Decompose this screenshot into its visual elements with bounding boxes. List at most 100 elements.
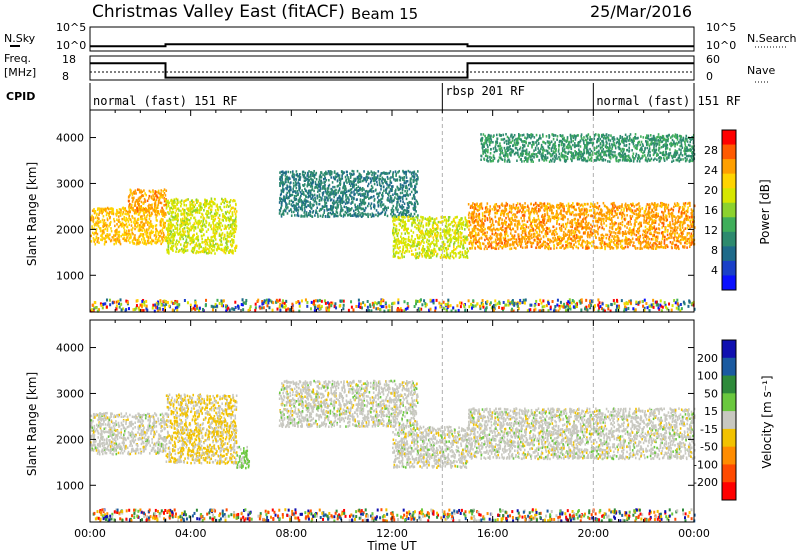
- echo-pixel: [372, 178, 375, 181]
- echo-pixel: [163, 309, 166, 313]
- echo-pixel: [167, 236, 170, 239]
- echo-pixel: [150, 195, 153, 198]
- echo-pixel: [651, 305, 654, 309]
- echo-pixel: [417, 170, 419, 173]
- echo-pixel: [502, 306, 505, 310]
- echo-pixel: [309, 191, 312, 195]
- echo-pixel: [351, 201, 354, 204]
- echo-pixel: [319, 189, 321, 193]
- echo-pixel: [284, 198, 286, 201]
- echo-pixel: [159, 223, 162, 227]
- echo-pixel: [203, 240, 206, 244]
- echo-pixel: [457, 234, 460, 237]
- echo-pixel: [165, 213, 167, 216]
- echo-pixel: [324, 189, 327, 193]
- echo-pixel: [186, 220, 188, 223]
- echo-pixel: [96, 212, 98, 216]
- echo-pixel: [303, 215, 306, 218]
- echo-pixel: [120, 308, 123, 312]
- echo-pixel: [411, 175, 414, 178]
- echo-pixel: [502, 300, 505, 304]
- echo-pixel: [675, 306, 678, 310]
- echo-pixel: [226, 304, 229, 308]
- echo-pixel: [233, 227, 235, 231]
- echo-pixel: [307, 194, 310, 198]
- echo-pixel: [310, 177, 312, 181]
- echo-pixel: [492, 308, 495, 312]
- echo-pixel: [285, 201, 287, 205]
- echo-pixel: [327, 187, 330, 190]
- echo-pixel: [105, 298, 108, 302]
- echo-pixel: [403, 251, 406, 255]
- echo-pixel: [486, 202, 489, 205]
- echo-pixel: [320, 176, 322, 179]
- echo-pixel: [401, 254, 403, 257]
- echo-pixel: [327, 197, 329, 200]
- echo-pixel: [157, 199, 160, 203]
- echo-pixel: [433, 248, 435, 251]
- echo-pixel: [308, 182, 310, 186]
- echo-pixel: [98, 227, 101, 230]
- echo-pixel: [293, 173, 295, 176]
- echo-pixel: [217, 216, 220, 220]
- echo-pixel: [292, 172, 294, 176]
- echo-pixel: [529, 241, 532, 245]
- echo-pixel: [295, 209, 298, 212]
- echo-pixel: [137, 229, 140, 232]
- echo-pixel: [230, 218, 232, 221]
- echo-pixel: [202, 218, 205, 221]
- echo-pixel: [341, 197, 344, 200]
- echo-pixel: [565, 304, 568, 308]
- echo-pixel: [298, 183, 301, 186]
- echo-pixel: [204, 238, 207, 242]
- echo-pixel: [228, 308, 231, 312]
- echo-pixel: [156, 306, 159, 310]
- echo-pixel: [341, 190, 343, 194]
- echo-pixel: [486, 299, 489, 303]
- cpid-segment-label-1: rbsp 201 RF: [445, 84, 524, 98]
- echo-pixel: [620, 299, 623, 303]
- echo-pixel: [411, 234, 413, 238]
- echo-pixel: [399, 246, 401, 249]
- echo-pixel: [343, 184, 345, 188]
- echo-pixel: [313, 176, 316, 179]
- echo-pixel: [176, 231, 178, 234]
- echo-pixel: [212, 214, 214, 218]
- echo-pixel: [170, 206, 173, 210]
- echo-pixel: [312, 179, 314, 182]
- echo-pixel: [120, 210, 122, 213]
- echo-pixel: [115, 304, 118, 308]
- echo-pixel: [337, 214, 339, 218]
- echo-pixel: [117, 220, 120, 223]
- echo-pixel: [445, 222, 448, 225]
- echo-pixel: [429, 298, 432, 302]
- echo-pixel: [146, 234, 149, 237]
- echo-pixel: [363, 200, 365, 203]
- echo-pixel: [134, 189, 137, 192]
- echo-pixel: [283, 199, 286, 203]
- echo-pixel: [295, 178, 297, 181]
- echo-pixel: [345, 200, 348, 204]
- echo-pixel: [141, 234, 144, 238]
- echo-pixel: [210, 236, 213, 239]
- echo-pixel: [410, 190, 413, 194]
- echo-pixel: [176, 216, 178, 220]
- echo-pixel: [189, 203, 192, 207]
- echo-pixel: [446, 226, 448, 229]
- echo-pixel: [342, 208, 344, 212]
- echo-pixel: [169, 218, 172, 222]
- echo-pixel: [637, 301, 640, 305]
- echo-pixel: [299, 185, 301, 189]
- echo-pixel: [329, 191, 332, 194]
- echo-pixel: [266, 304, 269, 308]
- echo-pixel: [318, 304, 321, 308]
- echo-pixel: [347, 210, 349, 213]
- echo-pixel: [341, 299, 344, 303]
- echo-pixel: [227, 205, 230, 208]
- echo-pixel: [240, 303, 243, 307]
- echo-pixel: [570, 301, 573, 305]
- echo-pixel: [147, 236, 149, 239]
- echo-pixel: [392, 175, 394, 179]
- echo-pixel: [284, 196, 286, 199]
- echo-pixel: [298, 205, 300, 209]
